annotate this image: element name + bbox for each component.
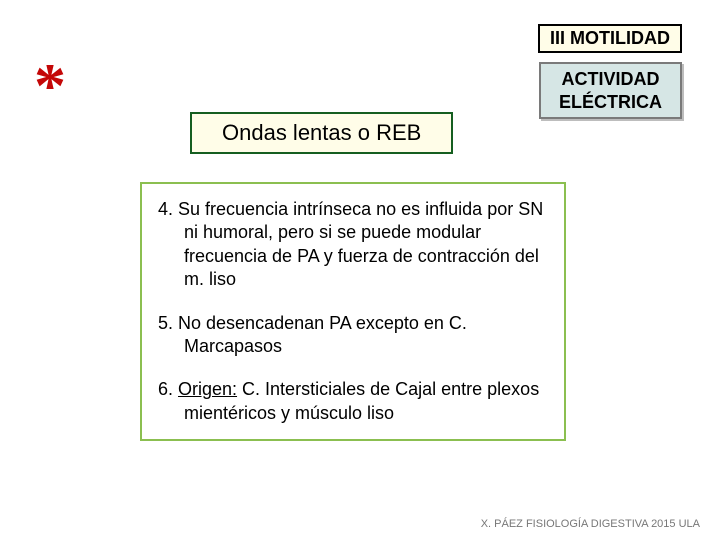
asterisk-marker: * [34, 54, 66, 118]
list-item-5: 5. No desencadenan PA excepto en C. Marc… [158, 312, 548, 359]
title-text: Ondas lentas o REB [222, 120, 421, 145]
activity-line2: ELÉCTRICA [559, 92, 662, 112]
footer-credit: X. PÁEZ FISIOLOGÍA DIGESTIVA 2015 ULA [481, 518, 700, 530]
content-box: 4. Su frecuencia intrínseca no es influi… [140, 182, 566, 441]
origen-label: Origen: [178, 379, 237, 399]
header-title-box: III MOTILIDAD [538, 24, 682, 53]
header-title: III MOTILIDAD [550, 28, 670, 48]
item5-text: 5. No desencadenan PA excepto en C. Marc… [158, 312, 548, 359]
list-item-4: 4. Su frecuencia intrínseca no es influi… [158, 198, 548, 292]
item6-text: 6. Origen: C. Intersticiales de Cajal en… [158, 378, 548, 425]
activity-box: ACTIVIDAD ELÉCTRICA [539, 62, 682, 119]
activity-line1: ACTIVIDAD [562, 69, 660, 89]
item4-text: 4. Su frecuencia intrínseca no es influi… [158, 198, 548, 292]
list-item-6: 6. Origen: C. Intersticiales de Cajal en… [158, 378, 548, 425]
title-box: Ondas lentas o REB [190, 112, 453, 154]
